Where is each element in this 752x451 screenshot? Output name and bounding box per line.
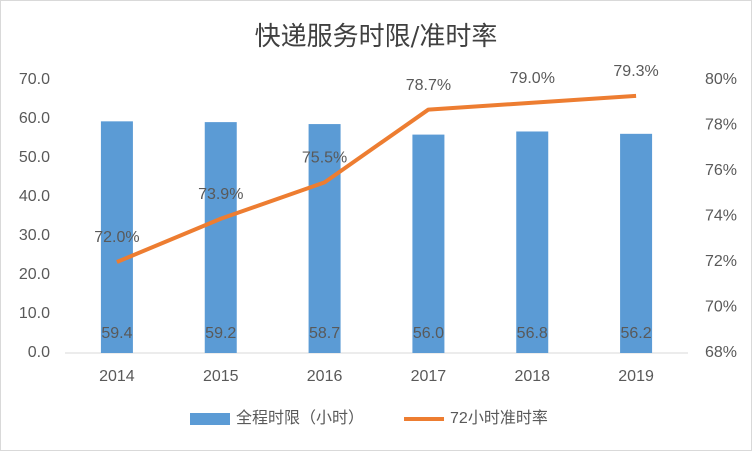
line-label: 79.0%	[510, 70, 555, 87]
y-tick-label: 60.0	[19, 110, 50, 127]
bar-label: 58.7	[309, 325, 340, 342]
x-tick-label: 2018	[514, 368, 550, 385]
bar-label: 56.0	[413, 325, 444, 342]
line-label: 75.5%	[302, 150, 347, 167]
bar	[100, 121, 133, 353]
line-label: 73.9%	[198, 186, 243, 203]
bar	[308, 124, 341, 353]
y2-tick-label: 70%	[705, 299, 737, 316]
bar-label: 59.4	[101, 325, 132, 342]
y-tick-label: 50.0	[19, 149, 50, 166]
bar-label: 59.2	[205, 325, 236, 342]
bar	[620, 133, 653, 353]
chart-title: 快递服务时限/准时率	[255, 22, 498, 52]
legend-swatch	[190, 413, 230, 425]
x-tick-label: 2014	[99, 368, 135, 385]
y2-tick-label: 68%	[705, 344, 737, 361]
y-tick-label: 40.0	[19, 188, 50, 205]
y-tick-label: 70.0	[19, 71, 50, 88]
x-tick-label: 2019	[618, 368, 654, 385]
line-label: 79.3%	[613, 63, 658, 80]
bar-label: 56.2	[621, 325, 652, 342]
x-tick-label: 2017	[411, 368, 447, 385]
x-tick-label: 2015	[203, 368, 239, 385]
bar	[516, 131, 549, 353]
legend-label: 72小时准时率	[450, 409, 548, 427]
y-tick-label: 0.0	[28, 344, 50, 361]
y-tick-label: 10.0	[19, 305, 50, 322]
legend-label: 全程时限（小时）	[236, 409, 364, 427]
bar	[204, 122, 237, 354]
y-tick-label: 20.0	[19, 266, 50, 283]
y2-tick-label: 72%	[705, 253, 737, 270]
y2-tick-label: 78%	[705, 117, 737, 134]
y2-tick-label: 80%	[705, 71, 737, 88]
line-label: 78.7%	[406, 77, 451, 94]
y2-tick-label: 74%	[705, 208, 737, 225]
x-tick-label: 2016	[307, 368, 343, 385]
bar	[412, 134, 445, 353]
line-label: 72.0%	[94, 229, 139, 246]
y-tick-label: 30.0	[19, 227, 50, 244]
line	[116, 93, 637, 264]
y2-tick-label: 76%	[705, 162, 737, 179]
bar-label: 56.8	[517, 325, 548, 342]
